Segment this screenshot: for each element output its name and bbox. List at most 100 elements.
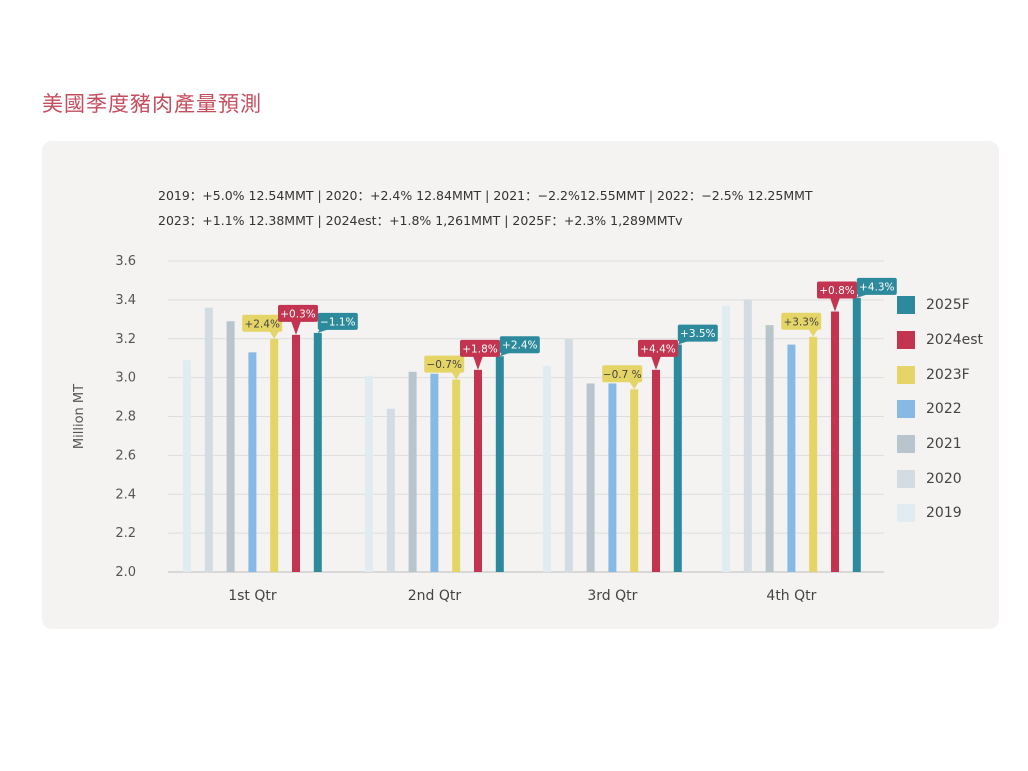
bar-2020-4 xyxy=(743,299,752,572)
legend-swatch xyxy=(897,435,915,454)
callout-pointer xyxy=(317,328,330,333)
bar-2019-4 xyxy=(722,305,730,572)
bar-2020-2 xyxy=(386,408,395,572)
annotation-callout: +0.3% xyxy=(278,304,318,335)
callout-box xyxy=(856,277,897,295)
callout-pointer xyxy=(473,355,483,370)
legend-item-2020: 2020 xyxy=(897,461,983,496)
bar-2019-1 xyxy=(183,360,191,572)
x-tick-label: 1st Qtr xyxy=(228,588,277,604)
annotation-callout: +3.3% xyxy=(781,312,822,337)
y-tick-label: 3.6 xyxy=(115,254,136,269)
data-label: −0.7 % xyxy=(603,369,642,381)
callout-box xyxy=(638,339,678,357)
legend-label: 2022 xyxy=(926,401,962,418)
callout-pointer xyxy=(677,340,690,345)
callout-pointer xyxy=(830,297,840,312)
chart-panel xyxy=(42,141,999,629)
data-label: +2.4% xyxy=(244,318,279,330)
y-tick-label: 2.6 xyxy=(115,448,136,463)
bar-2024est-2 xyxy=(474,369,482,572)
callout-box xyxy=(499,336,540,354)
callout-box xyxy=(424,355,465,373)
bar-2021-1 xyxy=(226,321,235,572)
bar-2020-3 xyxy=(564,338,573,572)
annotation-callout: +2.4% xyxy=(242,314,283,339)
legend-swatch xyxy=(897,504,915,523)
legend-item-2022: 2022 xyxy=(897,392,983,427)
annotation-callout: +3.5% xyxy=(677,324,718,345)
legend-swatch xyxy=(897,365,915,384)
bar-2025F-2 xyxy=(495,356,504,572)
x-tick-label: 4th Qtr xyxy=(766,588,816,604)
legend-swatch xyxy=(897,296,915,315)
legend-item-2019: 2019 xyxy=(897,496,983,531)
bar-2021-2 xyxy=(408,371,417,572)
data-label: +3.5% xyxy=(680,328,715,340)
page-title: 美國季度豬肉產量預測 xyxy=(42,92,262,116)
legend-label: 2025F xyxy=(926,297,970,314)
callout-pointer xyxy=(808,328,819,337)
annotation-callout: +2.4% xyxy=(499,336,540,357)
y-tick-label: 3.0 xyxy=(115,371,136,386)
bar-2022-2 xyxy=(430,373,439,572)
y-axis-label: Million MT xyxy=(72,384,87,449)
legend-label: 2024est xyxy=(926,332,984,349)
annotation-callout: +1.8% xyxy=(460,339,500,370)
x-tick-label: 2nd Qtr xyxy=(408,588,462,604)
bar-2025F-3 xyxy=(673,344,682,572)
legend-label: 2021 xyxy=(926,436,962,453)
callout-pointer xyxy=(269,330,280,339)
legend-swatch xyxy=(897,469,915,488)
legend-item-2024est: 2024est xyxy=(897,323,983,358)
annotation-callout: −0.7 % xyxy=(602,365,643,390)
callout-pointer xyxy=(856,293,869,298)
data-label: +1.8% xyxy=(462,343,497,355)
bar-2023F-1 xyxy=(270,338,279,572)
y-tick-label: 3.2 xyxy=(115,332,136,347)
data-label: +0.3% xyxy=(280,308,315,320)
y-tick-label: 2.2 xyxy=(115,526,136,541)
data-label: +2.4% xyxy=(502,340,537,352)
bar-2024est-4 xyxy=(831,311,839,572)
callout-box xyxy=(278,304,318,322)
bar-2025F-1 xyxy=(313,332,322,572)
callout-box xyxy=(602,365,643,383)
y-tick-label: 2.8 xyxy=(115,410,136,425)
bar-2024est-3 xyxy=(652,369,660,572)
legend-label: 2023F xyxy=(926,366,970,383)
annotation-callout: +4.3% xyxy=(856,277,897,298)
chart-legend: 2025F 2024est 2023F 2022 2021 2020 2019 xyxy=(897,288,983,531)
x-tick-label: 3rd Qtr xyxy=(587,588,637,604)
bar-2019-2 xyxy=(365,375,373,572)
callout-box xyxy=(781,312,822,330)
bar-2022-3 xyxy=(608,383,617,572)
legend-label: 2020 xyxy=(926,470,962,487)
bar-2023F-3 xyxy=(630,389,639,572)
bar-2019-3 xyxy=(543,365,551,572)
legend-swatch xyxy=(897,400,915,419)
callout-pointer xyxy=(451,371,462,380)
data-label: +3.3% xyxy=(783,316,818,328)
legend-item-2023F: 2023F xyxy=(897,357,983,392)
annotation-callout: −0.7% xyxy=(424,355,465,380)
annotation-callout: −1.1% xyxy=(317,312,358,333)
callout-pointer xyxy=(651,355,661,370)
data-label: +0.8% xyxy=(819,285,854,297)
callout-pointer xyxy=(291,320,301,335)
summary-line-1: 2019：+5.0% 12.54MMT | 2020：+2.4% 12.84MM… xyxy=(158,188,813,203)
bar-2024est-1 xyxy=(292,334,300,572)
legend-swatch xyxy=(897,331,915,350)
callout-box xyxy=(460,339,500,357)
bar-2021-3 xyxy=(586,383,595,572)
bar-2020-1 xyxy=(204,307,213,572)
bar-2021-4 xyxy=(765,325,774,572)
data-label: +4.4% xyxy=(640,343,675,355)
callout-box xyxy=(242,314,283,332)
bar-2022-1 xyxy=(248,352,257,572)
callout-pointer xyxy=(629,381,640,390)
callout-box xyxy=(317,312,358,330)
callout-pointer xyxy=(499,352,512,357)
data-label: −1.1% xyxy=(320,316,355,328)
data-label: −0.7% xyxy=(426,359,461,371)
